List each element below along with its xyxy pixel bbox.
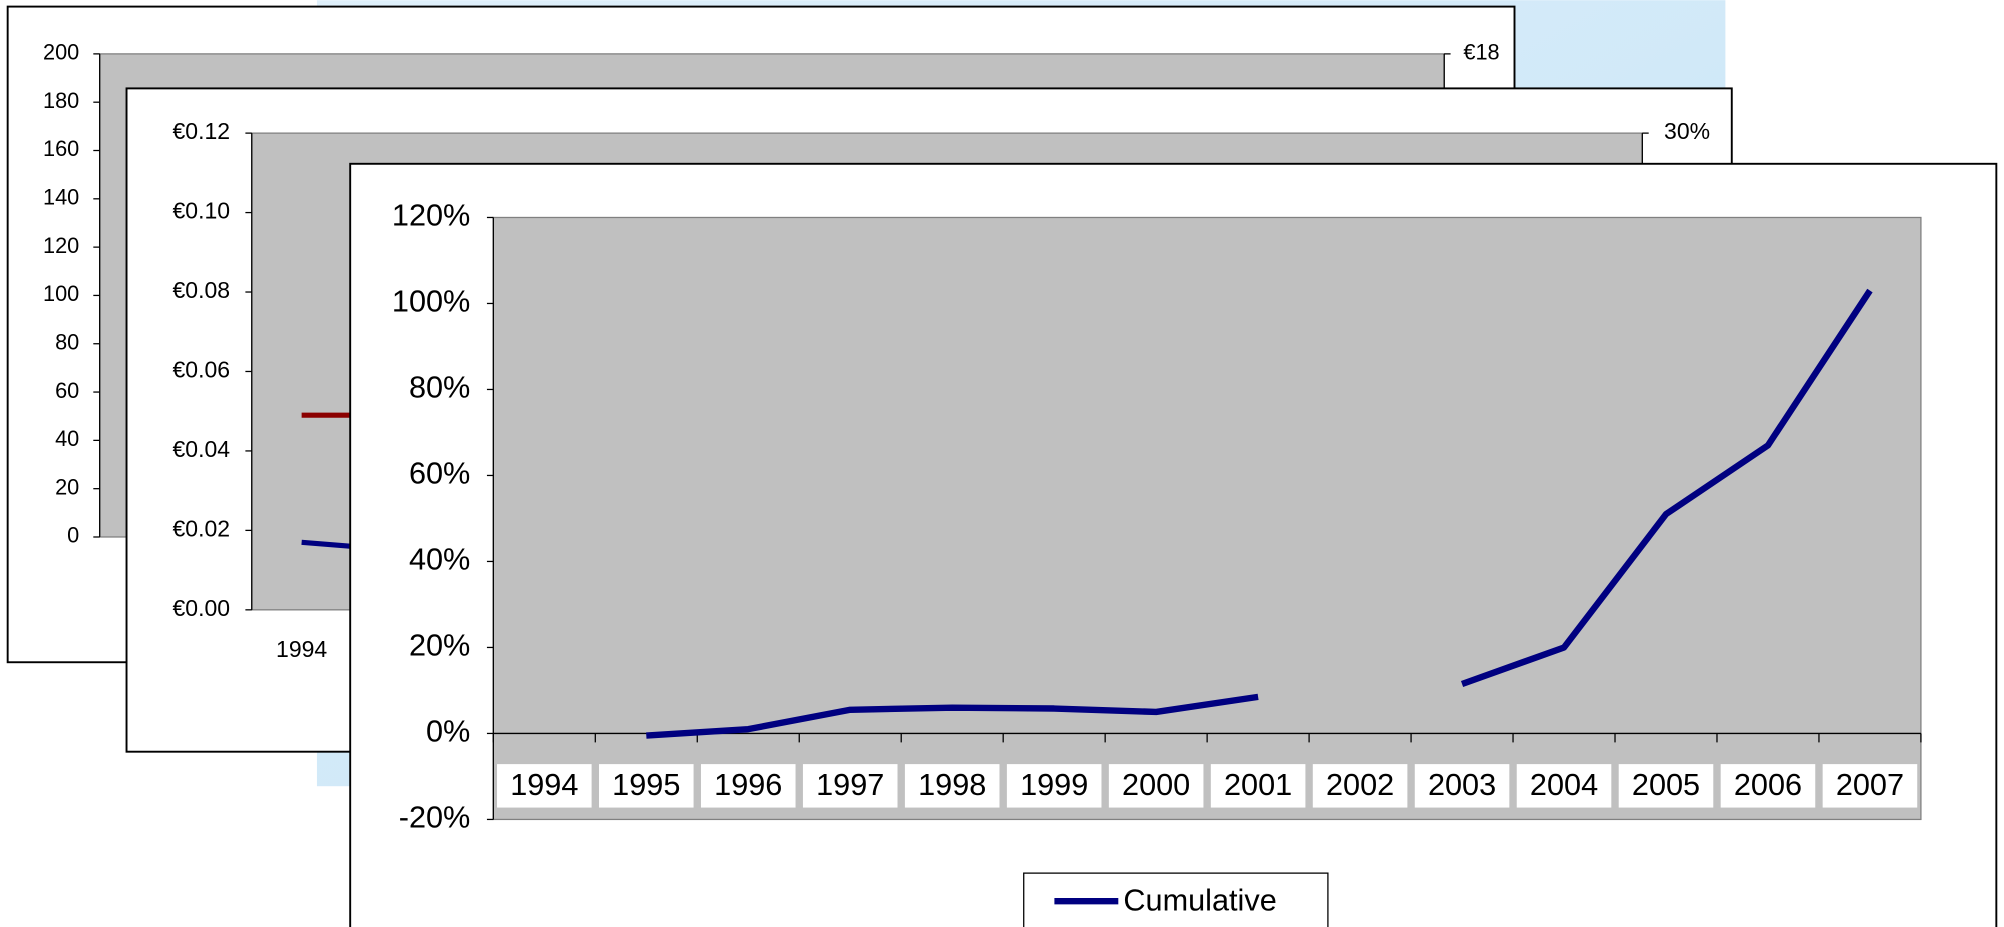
x-label-box bbox=[1822, 764, 1918, 808]
x-label-box bbox=[1210, 764, 1306, 808]
x-label-box bbox=[1516, 764, 1612, 808]
y-tick-label: 120 bbox=[43, 233, 79, 258]
y2-tick-label: €18 bbox=[1463, 40, 1499, 65]
y-tick-label: 0% bbox=[426, 715, 470, 749]
y-tick-label: €0.02 bbox=[172, 515, 230, 541]
y-tick-label: €0.10 bbox=[172, 198, 230, 224]
plot-area bbox=[492, 216, 1922, 821]
y-tick-label: 180 bbox=[43, 88, 79, 113]
y-tick-label: €0.06 bbox=[172, 357, 230, 383]
x-tick-label: 2006 bbox=[1734, 768, 1802, 802]
x-label-box bbox=[1618, 764, 1714, 808]
y-tick-label: 20% bbox=[409, 629, 470, 663]
legend-label: Cumulative bbox=[1123, 884, 1276, 918]
series-line bbox=[646, 693, 1259, 739]
y-tick-label: 160 bbox=[43, 136, 79, 161]
y-tick-label: 80% bbox=[409, 371, 470, 405]
x-tick-label: 2000 bbox=[1122, 768, 1190, 802]
x-label-box bbox=[1414, 764, 1510, 808]
y-tick-label: 100 bbox=[43, 281, 79, 306]
x-tick-label: 1994 bbox=[510, 768, 578, 802]
x-label-box bbox=[1312, 764, 1408, 808]
y-tick-label: 100% bbox=[392, 285, 470, 319]
y-tick-label: €0.12 bbox=[172, 118, 230, 144]
y-tick-label: 60% bbox=[409, 457, 470, 491]
series-line bbox=[1460, 288, 1873, 688]
y-tick-label: 60 bbox=[55, 378, 79, 403]
x-label-box bbox=[497, 764, 592, 808]
y-tick-label: 200 bbox=[43, 40, 79, 65]
x-tick-label: 1995 bbox=[612, 768, 680, 802]
y-tick-label: €0.00 bbox=[172, 595, 230, 621]
x-label-box bbox=[904, 764, 1000, 808]
x-label-box bbox=[598, 764, 694, 808]
x-tick-label: 2001 bbox=[1224, 768, 1292, 802]
y-tick-label: 20 bbox=[55, 474, 79, 499]
y-tick-label: 40% bbox=[409, 543, 470, 577]
x-tick-label: 2005 bbox=[1632, 768, 1700, 802]
y-tick-label: -20% bbox=[399, 801, 471, 835]
y-tick-label: €0.08 bbox=[172, 277, 230, 303]
x-tick-label: 2007 bbox=[1836, 768, 1904, 802]
x-tick-label: 1999 bbox=[1020, 768, 1088, 802]
y-tick-label: 120% bbox=[392, 199, 470, 233]
x-tick-label: 1996 bbox=[714, 768, 782, 802]
y-tick-label: 140 bbox=[43, 185, 79, 210]
y-tick-label: 40 bbox=[55, 426, 79, 451]
y-tick-label: 80 bbox=[55, 329, 79, 354]
x-tick-label: 1998 bbox=[918, 768, 986, 802]
x-tick-label: 1994 bbox=[276, 636, 327, 662]
y-tick-label: 0 bbox=[67, 523, 79, 548]
series-line bbox=[301, 539, 352, 549]
x-tick-label: 2003 bbox=[1428, 768, 1496, 802]
x-label-box bbox=[1720, 764, 1816, 808]
x-label-box bbox=[1006, 764, 1102, 808]
x-tick-label: 1997 bbox=[816, 768, 884, 802]
x-label-box bbox=[802, 764, 898, 808]
x-label-box bbox=[700, 764, 796, 808]
y2-tick-label: 30% bbox=[1664, 118, 1710, 144]
x-label-box bbox=[1108, 764, 1204, 808]
x-tick-label: 2002 bbox=[1326, 768, 1394, 802]
y-tick-label: €0.04 bbox=[172, 436, 230, 462]
x-tick-label: 2004 bbox=[1530, 768, 1598, 802]
